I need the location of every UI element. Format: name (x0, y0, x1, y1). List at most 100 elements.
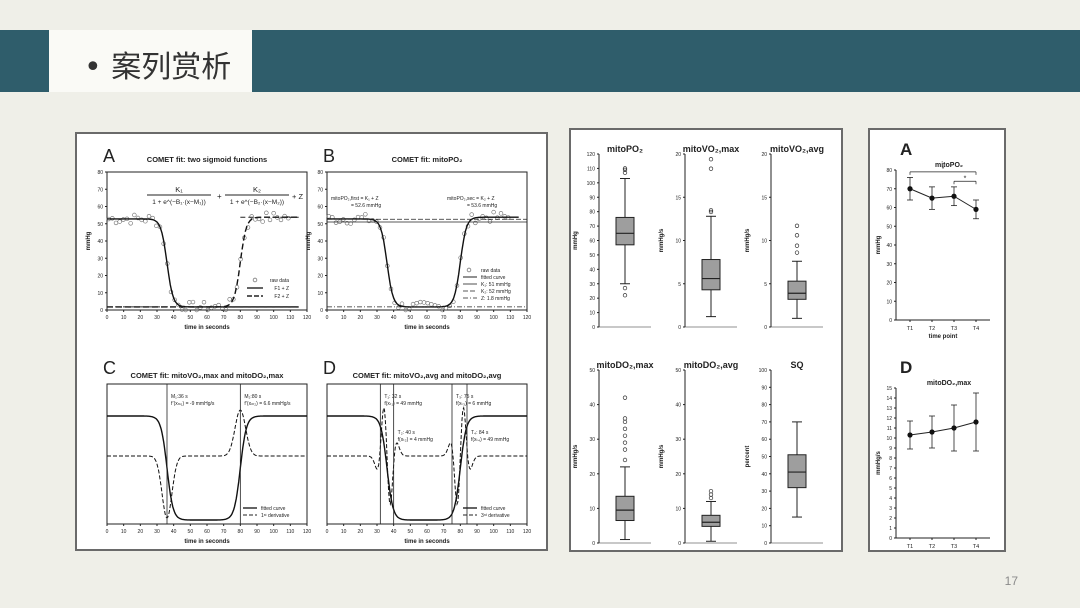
x-axis-label-b: time in seconds (404, 325, 450, 331)
box-0-y-tick-label: 70 (589, 224, 595, 230)
box-3-outlier (622, 395, 628, 400)
x-tick-label-c: 100 (269, 529, 278, 535)
x-tick-label-b: 70 (441, 315, 447, 321)
tp-0-y-tick-label: 30 (886, 262, 892, 268)
tp-1-y-tick-label: 11 (887, 426, 892, 432)
raw-data-point (267, 217, 273, 223)
y-tick-label-a: 20 (97, 274, 103, 280)
raw-data-point (399, 301, 405, 306)
y-tick-label-b: 50 (317, 222, 323, 228)
raw-data-point (407, 307, 412, 312)
raw-data-point (271, 211, 276, 216)
tp-1-y-tick-label: 9 (889, 446, 892, 452)
raw-data-point (146, 214, 152, 219)
plot-title-d: COMET fit: mitoVO₂,avg and mitoDO₂,avg (353, 371, 502, 380)
raw-data-point (264, 210, 269, 216)
x-tick-label-d: 60 (424, 529, 430, 535)
tp-1-y-tick-label: 13 (886, 406, 892, 412)
tp-1-mean-point (907, 432, 913, 438)
raw-data-point (209, 305, 214, 310)
legend-marker-raw-b (466, 267, 472, 273)
formula-plus: + (217, 192, 222, 201)
comet-fit-panel: A COMET fit: two sigmoid functions 0 10 20 30… (75, 132, 548, 551)
raw-data-point (139, 217, 144, 223)
x-tick-label-c: 10 (121, 529, 127, 535)
raw-data-point (143, 219, 148, 224)
d-annotation-1a: T₁: 32 s (384, 394, 401, 400)
d-annotation-3a: T₂: 40 s (398, 430, 416, 436)
tp-1-y-tick-label: 2 (889, 516, 892, 522)
box-4-y-tick-label: 40 (675, 403, 681, 409)
y-tick-label-b: 20 (317, 274, 323, 280)
box-4-y-tick-label: 50 (675, 368, 681, 374)
legend-label-derivative: 1ˢᵗ derivative (261, 513, 290, 519)
plot-title-c: COMET fit: mitoVO₂,max and mitoDO₂,max (131, 371, 285, 380)
box-2-y-tick-label: 20 (761, 152, 767, 158)
y-tick-label-a: 70 (97, 187, 103, 193)
box-5-y-tick-label: 90 (761, 385, 767, 391)
y-axis-label-b: mmHg (306, 231, 312, 250)
box-0-outlier (622, 166, 628, 171)
y-axis-label-a: mmHg (86, 231, 92, 250)
formula-numerator-2: K₂ (253, 185, 261, 194)
tp-0-mean-point (951, 193, 957, 199)
tp-0-x-tick-label: T2 (929, 326, 935, 332)
boxplot-panel: mitoPO₂ 0 10 20 30 40 50 60 70 80 90 100 110 120 mmHg m… (569, 128, 843, 552)
y-tick-label-b: 80 (317, 170, 323, 176)
box-3-outlier (622, 416, 628, 421)
box-1-y-tick-label: 20 (675, 152, 681, 158)
x-tick-label-b: 50 (408, 315, 414, 321)
tp-0-mean-point (929, 195, 935, 201)
raw-data-point (187, 300, 192, 305)
x-tick-label-b: 90 (474, 315, 480, 321)
raw-data-point (128, 221, 133, 226)
y-tick-label-b: 0 (320, 308, 323, 314)
raw-data-point (194, 307, 199, 313)
slide-title: • 案列赏析 (84, 50, 232, 85)
c-annotation-right-1: M₂:80 s (244, 394, 261, 400)
tp-0-y-tick-label: 80 (886, 168, 892, 174)
comet-fit-figure: A COMET fit: two sigmoid functions 0 10 20 30… (86, 146, 532, 545)
y-tick-label-b: 30 (317, 256, 323, 262)
x-tick-label-a: 100 (269, 315, 278, 321)
box-1-outlier (708, 209, 714, 215)
box-3-title: mitoDO₂,max (596, 360, 653, 370)
box-5-y-tick-label: 60 (761, 437, 767, 443)
raw-data-point (117, 219, 122, 224)
tp-1-y-tick-label: 6 (889, 476, 892, 482)
raw-data-point (223, 307, 229, 312)
box-5-y-axis-label: percent (745, 446, 751, 468)
box-0-y-tick-label: 30 (589, 282, 595, 288)
x-tick-label-d: 120 (523, 529, 532, 535)
boxplot-figure: mitoPO₂0102030405060708090100110120mmHgm… (573, 144, 824, 547)
box-1-title: mitoVO₂,max (683, 144, 740, 154)
x-tick-label-d: 110 (506, 529, 514, 535)
tp-0-x-tick-label: T4 (973, 326, 979, 332)
box-3-outlier (622, 433, 628, 438)
raw-data-point (425, 300, 430, 306)
x-tick-label-d: 50 (408, 529, 414, 535)
box-0-y-tick-label: 120 (587, 152, 596, 158)
x-tick-label-c: 60 (204, 529, 210, 535)
box-2-title: mitoVO₂,avg (770, 144, 824, 154)
y-tick-label-a: 10 (97, 291, 103, 297)
y-tick-label-b: 60 (317, 205, 323, 211)
raw-data-point (113, 220, 119, 226)
box-3-outlier (622, 426, 628, 431)
tp-1-y-tick-label: 10 (886, 436, 892, 442)
tp-1-y-tick-label: 14 (886, 396, 892, 402)
tp-0-x-axis-label: time point (929, 334, 958, 340)
x-tick-label-c: 40 (171, 529, 177, 535)
tp-0-y-tick-label: 50 (886, 224, 892, 230)
box-3-outlier (622, 419, 628, 425)
raw-data-point (410, 301, 416, 307)
x-tick-label-d: 40 (391, 529, 397, 535)
fitted-curve-d (327, 415, 527, 521)
box-1-outlier (708, 157, 714, 162)
box-2-y-tick-label: 10 (761, 239, 767, 245)
tp-1-y-tick-label: 5 (889, 486, 892, 492)
tp-1-letter: D (900, 358, 912, 377)
box-0-y-tick-label: 90 (589, 195, 595, 201)
x-tick-label-c: 0 (106, 529, 109, 535)
